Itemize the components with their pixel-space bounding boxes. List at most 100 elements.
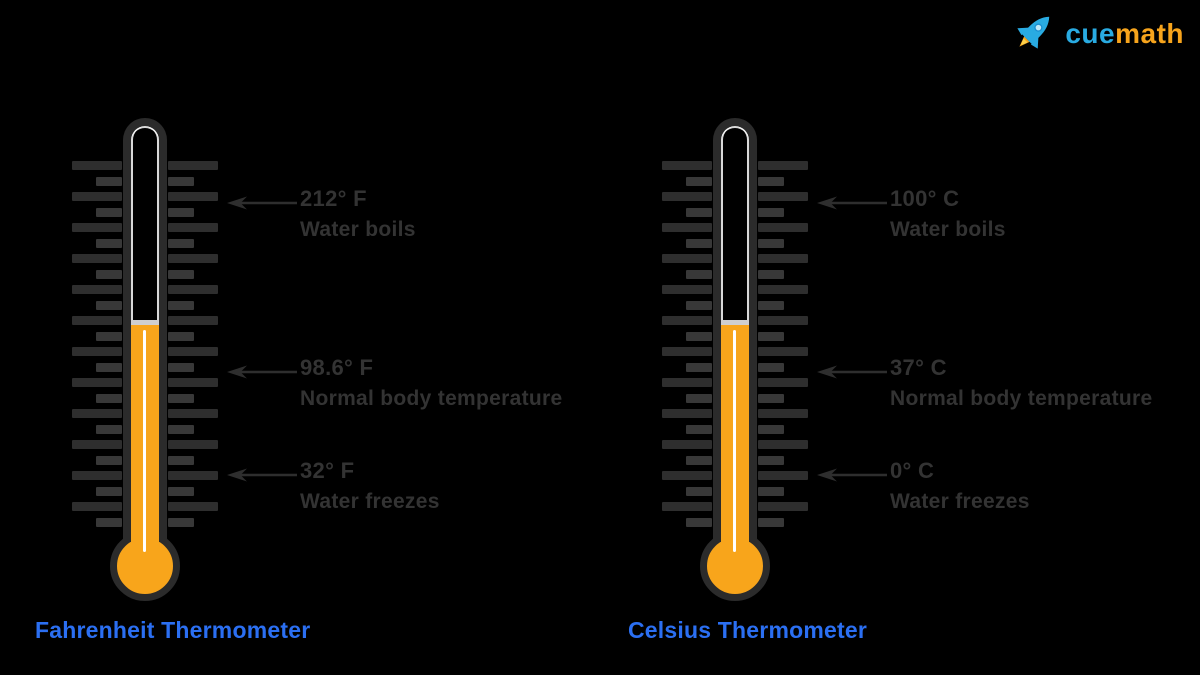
temperature-value: 98.6° F <box>300 355 374 380</box>
tick-mark <box>758 223 808 232</box>
tick-mark <box>168 502 218 511</box>
pointer-arrow-icon <box>817 196 887 210</box>
tick-mark <box>686 517 712 527</box>
cuemath-logo: cuemath <box>1012 8 1184 59</box>
tick-mark <box>758 347 808 356</box>
tick-mark <box>96 486 122 496</box>
tick-marks-left <box>72 161 122 533</box>
tick-mark <box>758 192 808 201</box>
tick-mark <box>758 269 784 279</box>
thermometer-title: Fahrenheit Thermometer <box>35 617 311 643</box>
tick-mark <box>686 362 712 372</box>
tick-mark <box>686 300 712 310</box>
tick-mark <box>758 486 784 496</box>
tick-mark <box>662 223 712 232</box>
tick-mark <box>96 362 122 372</box>
tick-mark <box>96 455 122 465</box>
tick-mark <box>72 502 122 511</box>
tick-mark <box>96 393 122 403</box>
temperature-label: Water freezes <box>890 490 1030 513</box>
tick-mark <box>758 161 808 170</box>
tick-mark <box>758 378 808 387</box>
tick-mark <box>686 176 712 186</box>
tick-mark <box>662 161 712 170</box>
tick-mark <box>168 316 218 325</box>
tick-marks-right <box>168 161 218 533</box>
tick-mark <box>662 347 712 356</box>
tick-mark <box>662 409 712 418</box>
tick-mark <box>96 331 122 341</box>
tick-mark <box>686 393 712 403</box>
marker-text: 212° F Water boils <box>300 186 416 242</box>
tick-mark <box>686 269 712 279</box>
logo-text-cue: cue <box>1065 17 1116 49</box>
tick-mark <box>168 331 194 341</box>
tick-mark <box>758 316 808 325</box>
tick-mark <box>72 440 122 449</box>
temperature-value: 0° C <box>890 458 935 483</box>
marker-text: 98.6° F Normal body temperature <box>300 355 562 411</box>
tick-mark <box>168 176 194 186</box>
tick-mark <box>168 409 218 418</box>
tick-mark <box>168 347 218 356</box>
fahrenheit-thermometer: 212° F Water boils 98.6° F Normal body t… <box>35 118 562 643</box>
temperature-label: Normal body temperature <box>300 387 563 410</box>
tick-mark <box>72 285 122 294</box>
tick-mark <box>686 238 712 248</box>
tick-mark <box>168 207 194 217</box>
tick-mark <box>168 192 218 201</box>
tick-mark <box>758 331 784 341</box>
pointer-arrow-icon <box>227 196 297 210</box>
tick-mark <box>96 300 122 310</box>
tick-mark <box>662 192 712 201</box>
temperature-label: Water boils <box>300 218 416 241</box>
tick-mark <box>758 471 808 480</box>
marker-text: 32° F Water freezes <box>300 458 440 514</box>
tick-mark <box>168 362 194 372</box>
tick-mark <box>686 424 712 434</box>
temperature-label: Water boils <box>890 218 1006 241</box>
tick-mark <box>662 471 712 480</box>
tick-mark <box>686 455 712 465</box>
tick-mark <box>686 207 712 217</box>
tick-mark <box>72 378 122 387</box>
tick-mark <box>758 254 808 263</box>
tick-mark <box>758 424 784 434</box>
rocket-icon <box>1012 8 1058 59</box>
tick-marks-left <box>662 161 712 533</box>
tick-mark <box>758 517 784 527</box>
temperature-value: 100° C <box>890 186 960 211</box>
tick-mark <box>168 393 194 403</box>
tick-mark <box>168 378 218 387</box>
tick-mark <box>168 517 194 527</box>
tick-mark <box>168 440 218 449</box>
tick-mark <box>758 393 784 403</box>
tick-mark <box>758 300 784 310</box>
tick-mark <box>168 238 194 248</box>
tick-mark <box>662 502 712 511</box>
tick-mark <box>758 440 808 449</box>
pointer-arrow-icon <box>227 365 297 379</box>
tick-mark <box>758 176 784 186</box>
tube-highlight <box>143 330 146 552</box>
pointer-arrow-icon <box>817 365 887 379</box>
tick-mark <box>168 424 194 434</box>
tick-mark <box>72 409 122 418</box>
marker-text: 37° C Normal body temperature <box>890 355 1152 411</box>
pointer-arrow-icon <box>817 468 887 482</box>
tick-mark <box>662 440 712 449</box>
tick-mark <box>168 161 218 170</box>
tick-mark <box>96 176 122 186</box>
tick-mark <box>662 285 712 294</box>
celsius-thermometer: 100° C Water boils 37° C Normal body tem… <box>590 0 1190 675</box>
logo-wordmark: cuemath <box>1065 18 1184 50</box>
mercury-meniscus <box>131 320 159 325</box>
tick-mark <box>72 192 122 201</box>
tick-marks-right <box>758 161 808 533</box>
tick-mark <box>168 285 218 294</box>
tick-mark <box>168 254 218 263</box>
tick-mark <box>758 502 808 511</box>
tick-mark <box>72 223 122 232</box>
tick-mark <box>72 471 122 480</box>
